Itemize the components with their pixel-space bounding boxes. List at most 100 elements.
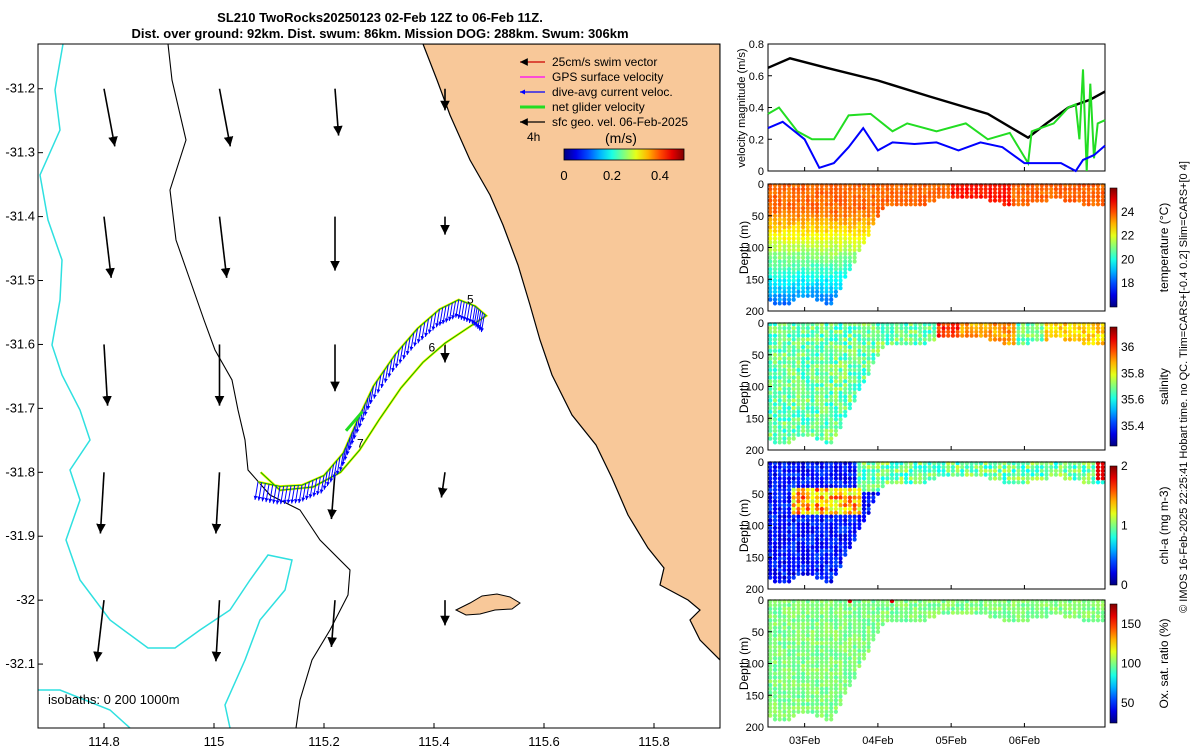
section-data-point [819, 409, 824, 414]
section-data-point [1002, 198, 1007, 203]
section-data-point [801, 406, 806, 411]
section-data-point [782, 717, 787, 722]
section-data-point [819, 432, 824, 437]
section-data-point [871, 491, 876, 496]
section-data-point [801, 667, 806, 673]
section-data-point [857, 213, 862, 218]
section-data-point [978, 606, 984, 612]
section-data-point [997, 190, 1002, 195]
section-data-point [880, 206, 885, 211]
section-data-point [787, 213, 792, 218]
section-data-point [875, 187, 881, 192]
section-data-point [852, 529, 857, 535]
section-data-point [1095, 476, 1101, 481]
section-data-point [847, 390, 853, 395]
section-data-point [1081, 603, 1086, 608]
section-data-point [787, 506, 792, 512]
section-data-point [833, 499, 839, 504]
section-data-point [819, 567, 824, 573]
section-data-point [787, 545, 792, 550]
section-data-point [782, 379, 787, 384]
current-vector [448, 302, 453, 321]
section-data-point [815, 702, 820, 707]
section-data-point [777, 686, 782, 692]
section-data-point [894, 606, 899, 612]
section-data-point [796, 468, 801, 473]
section-data-point [922, 614, 927, 619]
section-data-point [1049, 472, 1054, 477]
section-data-point [866, 499, 871, 504]
section-data-point [932, 468, 937, 473]
section-data-point [772, 610, 778, 615]
section-data-point [843, 236, 848, 241]
section-data-point [829, 709, 834, 714]
section-data-point [815, 198, 820, 203]
section-data-point [894, 190, 899, 195]
section-data-point [782, 409, 787, 414]
section-data-point [861, 232, 867, 237]
section-data-point [838, 529, 843, 535]
section-data-point [824, 491, 829, 496]
section-data-point [838, 641, 843, 646]
section-data-point [918, 329, 923, 334]
section-data-point [768, 247, 773, 253]
section-data-point [782, 522, 787, 527]
section-data-point [772, 660, 778, 665]
section-data-point [815, 421, 820, 426]
section-data-point [801, 603, 806, 608]
section-data-point [838, 190, 843, 195]
section-data-point [772, 465, 778, 470]
section-data-point [969, 603, 974, 608]
section-data-point [791, 472, 796, 477]
section-data-point [768, 476, 773, 481]
section-data-point [824, 202, 829, 207]
section-data-point [824, 660, 829, 665]
section-data-point [838, 282, 843, 287]
section-data-point [829, 206, 834, 211]
section-data-point [1030, 190, 1035, 195]
section-data-point [847, 345, 853, 350]
section-data-point [1002, 465, 1007, 470]
current-vector [387, 359, 393, 378]
section-data-point [857, 386, 862, 392]
section-data-point [838, 514, 843, 519]
section-data-point [777, 289, 782, 294]
section-data-point [819, 465, 824, 470]
section-data-point [838, 663, 843, 669]
section-data-point [815, 686, 820, 692]
section-data-point [1021, 202, 1026, 207]
section-data-point [866, 618, 871, 623]
section-data-point [852, 386, 857, 392]
track-day-label: 5 [467, 293, 474, 307]
section-data-point [796, 259, 801, 264]
section-data-point [922, 326, 927, 331]
section-data-point [843, 394, 848, 399]
section-data-point [819, 495, 824, 500]
section-data-point [815, 282, 820, 287]
section-data-point [768, 289, 773, 294]
section-data-point [894, 329, 899, 334]
section-data-point [819, 614, 824, 619]
section-colorbar-tick-label: 18 [1121, 276, 1135, 290]
section-data-point [810, 278, 815, 283]
section-data-point [805, 190, 810, 195]
section-data-point [787, 484, 792, 489]
section-data-point [791, 341, 796, 346]
section-data-point [1067, 472, 1072, 477]
section-data-point [1091, 472, 1096, 477]
track-day-label: 7 [357, 437, 364, 451]
section-data-point [955, 606, 960, 612]
section-data-point [796, 698, 801, 703]
current-vector [253, 481, 259, 500]
section-data-point [1100, 190, 1105, 195]
section-data-point [791, 698, 796, 703]
section-data-point [791, 648, 796, 653]
section-data-point [838, 548, 843, 554]
section-data-point [796, 663, 801, 669]
section-data-point [805, 629, 810, 634]
section-data-point [805, 286, 810, 291]
section-data-point [927, 468, 932, 473]
section-data-point [805, 364, 810, 369]
section-data-point [1095, 337, 1101, 342]
section-data-point [875, 202, 881, 207]
